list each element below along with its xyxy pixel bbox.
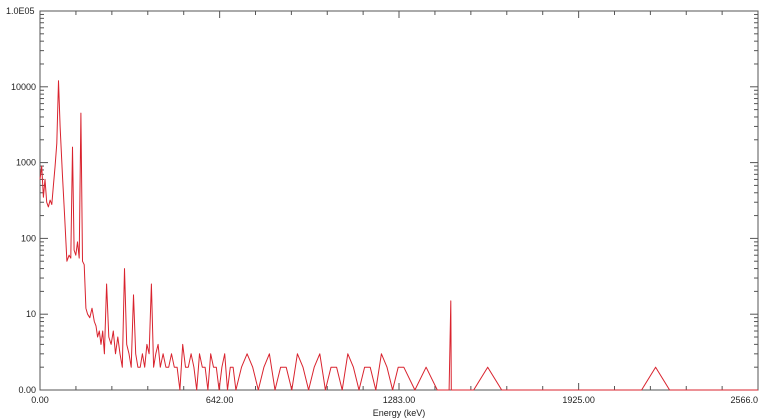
y-tick-label-0: 0.00 (18, 385, 36, 395)
x-tick-label-3: 1925.00 (562, 395, 595, 405)
y-tick-label-2: 100 (21, 233, 36, 243)
series-layer (39, 80, 758, 391)
series-line-0 (39, 80, 758, 391)
y-tick-label-1: 10 (26, 309, 36, 319)
x-tick-label-4: 2566.0 (730, 395, 758, 405)
tick-marks (39, 10, 759, 391)
y-tick-labels: 0.00 10 100 1000 10000 1.0E05 (6, 6, 36, 395)
y-tick-label-5: 1.0E05 (6, 6, 35, 16)
x-tick-label-2: 1283.00 (383, 395, 416, 405)
y-tick-label-4: 10000 (11, 82, 36, 92)
x-tick-label-0: 0.00 (31, 395, 49, 405)
x-tick-label-1: 642.00 (206, 395, 234, 405)
plot-frame (39, 10, 759, 391)
x-tick-labels: 0.00 642.00 1283.00 1925.00 2566.0 (31, 395, 758, 405)
x-axis-title: Energy (keV) (373, 408, 426, 418)
y-tick-label-3: 1000 (16, 158, 36, 168)
